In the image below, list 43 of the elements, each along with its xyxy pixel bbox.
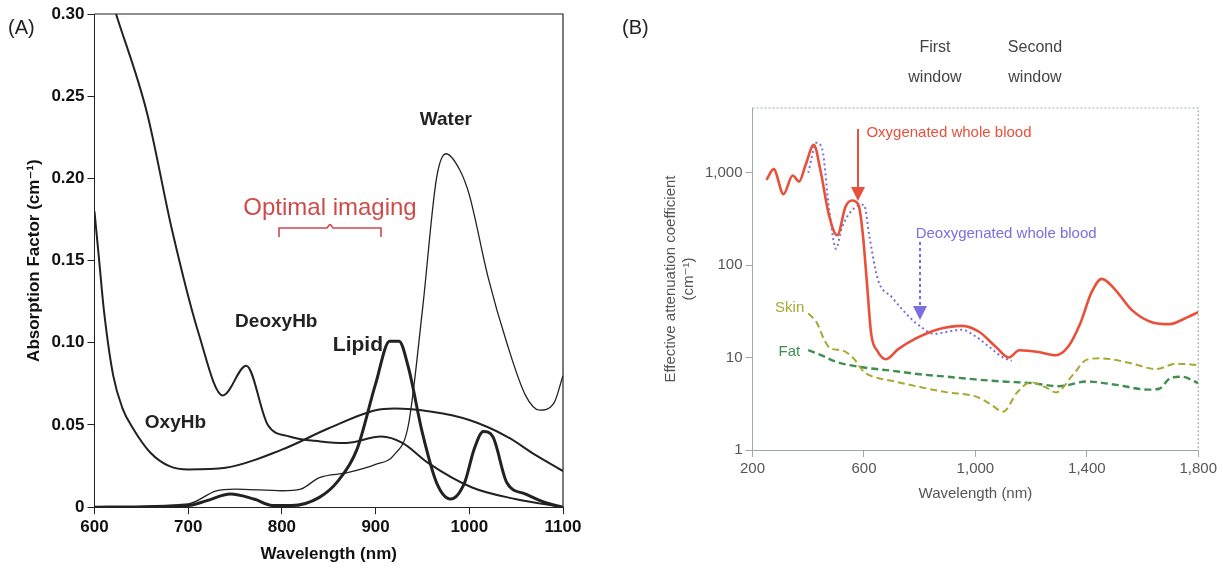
series-label: OxyHb — [144, 411, 207, 433]
chart-title: (A) — [8, 16, 35, 38]
y-tick-label: 1 — [734, 440, 743, 458]
y-tick-label: 1,000 — [704, 162, 743, 180]
text: Oxygenated whole blood — [866, 122, 1032, 140]
y-tick-label: 0.10 — [51, 332, 85, 352]
y-tick-label: 10 — [725, 347, 743, 365]
y-axis-title: Absorption Factor (cm⁻¹) — [23, 159, 43, 362]
y-tick-label: 0.15 — [51, 250, 85, 270]
x-tick-label: 800 — [267, 517, 297, 537]
x-tick-label: 900 — [361, 517, 390, 537]
x-tick-label: 200 — [740, 459, 766, 477]
x-tick-label: 1100 — [544, 517, 582, 537]
y-tick-label: 100 — [717, 255, 743, 273]
text: Deoxygenated whole blood — [915, 224, 1097, 242]
series-label: DeoxyHb — [235, 310, 318, 332]
y-tick-label: 0.25 — [51, 85, 85, 105]
x-tick-label: 600 — [80, 517, 109, 537]
y-tick-label: 0 — [75, 496, 85, 516]
line-series — [807, 312, 1199, 413]
series-label: Lipid — [332, 331, 384, 355]
x-tick-label: 600 — [851, 459, 877, 477]
x-axis-title: Wavelength (nm) — [260, 544, 397, 564]
series-label: Skin — [775, 297, 805, 315]
x-axis-title: Wavelength (nm) — [918, 484, 1033, 502]
text: First window — [908, 38, 962, 85]
x-tick-label: 1,000 — [956, 459, 995, 477]
x-tick-label: 1,400 — [1068, 459, 1106, 477]
y-tick-label: 0.05 — [51, 414, 85, 434]
y-tick-label: 0.30 — [51, 3, 85, 23]
annotation: Optimal imaging — [243, 193, 417, 220]
series-label: Water — [419, 107, 473, 129]
text: Second window — [1007, 38, 1063, 85]
chart-title: (B) — [622, 16, 649, 38]
line-series — [807, 141, 1013, 362]
x-tick-label: 1000 — [450, 517, 489, 537]
line-series — [807, 349, 1199, 391]
x-tick-label: 1,800 — [1179, 459, 1218, 477]
y-tick-label: 0.20 — [51, 168, 85, 188]
y-axis-title: Effective attenuation coefficient (cm⁻¹) — [661, 174, 697, 383]
line-series — [765, 143, 1199, 361]
series-label: Fat — [778, 342, 802, 360]
x-tick-label: 700 — [174, 517, 203, 537]
